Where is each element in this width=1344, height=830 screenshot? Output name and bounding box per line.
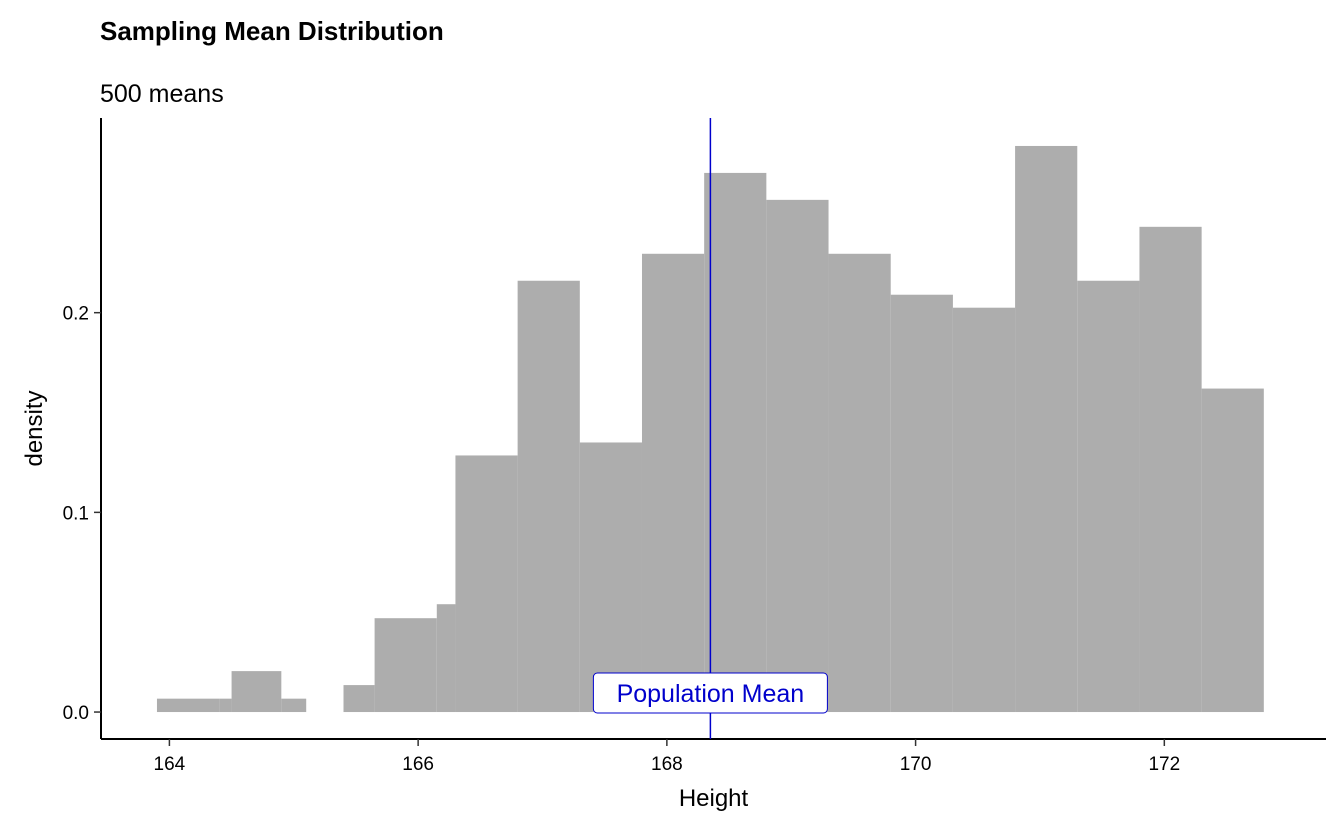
x-axis-title: Height	[679, 785, 749, 812]
x-tick-label: 164	[154, 754, 186, 775]
x-axis-ticks: 164 166 168 170 172	[154, 739, 1180, 775]
histogram-bar	[890, 294, 953, 713]
histogram-bars	[156, 145, 1264, 713]
y-axis-ticks: 0.0 0.1 0.2	[63, 304, 101, 724]
histogram-bar	[343, 685, 375, 713]
population-mean-label: Population Mean	[617, 680, 805, 708]
y-tick-label: 0.0	[63, 703, 89, 724]
x-tick-label: 166	[402, 754, 434, 775]
y-tick-label: 0.2	[63, 304, 89, 325]
histogram-bar	[641, 253, 705, 713]
y-tick-label: 0.1	[63, 503, 89, 524]
histogram-bar	[1201, 388, 1264, 713]
histogram-bar	[156, 698, 220, 713]
chart-title: Sampling Mean Distribution	[100, 16, 444, 46]
y-axis-title: density	[21, 390, 48, 466]
x-tick-label: 172	[1148, 754, 1180, 775]
histogram-bar	[281, 698, 307, 713]
histogram-bar	[952, 307, 1016, 713]
histogram-bar	[828, 253, 891, 713]
histogram-bar	[231, 671, 282, 713]
histogram-bar	[1139, 226, 1202, 713]
histogram-bar	[766, 199, 829, 713]
population-mean-label-box	[592, 672, 828, 714]
histogram-bar	[455, 455, 518, 713]
x-tick-label: 170	[900, 754, 932, 775]
x-tick-label: 168	[651, 754, 683, 775]
chart-subtitle: 500 means	[100, 80, 224, 108]
histogram-bar	[517, 280, 580, 713]
histogram-bar	[579, 442, 642, 713]
histogram-bar	[436, 604, 456, 713]
histogram-bar	[1077, 280, 1140, 713]
histogram-bar	[704, 172, 767, 713]
histogram-bar	[374, 618, 437, 713]
histogram-bar	[219, 698, 232, 713]
histogram-bar	[1015, 145, 1078, 713]
